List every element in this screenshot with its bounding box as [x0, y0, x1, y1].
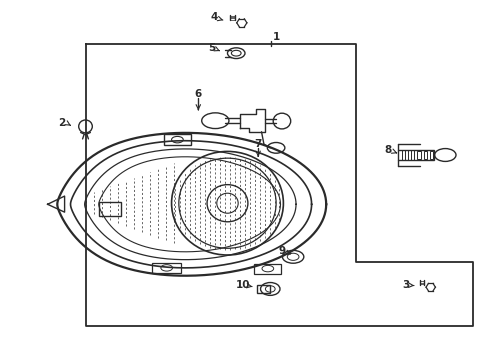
Text: 3: 3	[402, 280, 409, 291]
Bar	[423, 151, 426, 159]
Text: 6: 6	[194, 89, 202, 99]
Bar	[397, 150, 433, 160]
Bar	[256, 285, 270, 293]
Bar	[429, 151, 432, 159]
Text: 9: 9	[278, 246, 285, 256]
Text: 5: 5	[207, 43, 215, 53]
Bar	[410, 150, 414, 159]
Text: 10: 10	[235, 280, 250, 290]
Bar	[254, 264, 281, 274]
Bar	[152, 263, 181, 273]
Bar	[416, 150, 420, 159]
Bar	[164, 134, 191, 145]
Text: 1: 1	[272, 32, 279, 42]
Text: 4: 4	[210, 13, 217, 22]
Text: 8: 8	[384, 145, 391, 155]
Text: 2: 2	[59, 118, 66, 128]
Bar	[404, 150, 407, 160]
Bar	[99, 202, 120, 216]
Bar	[398, 150, 401, 160]
Text: 7: 7	[254, 139, 261, 149]
